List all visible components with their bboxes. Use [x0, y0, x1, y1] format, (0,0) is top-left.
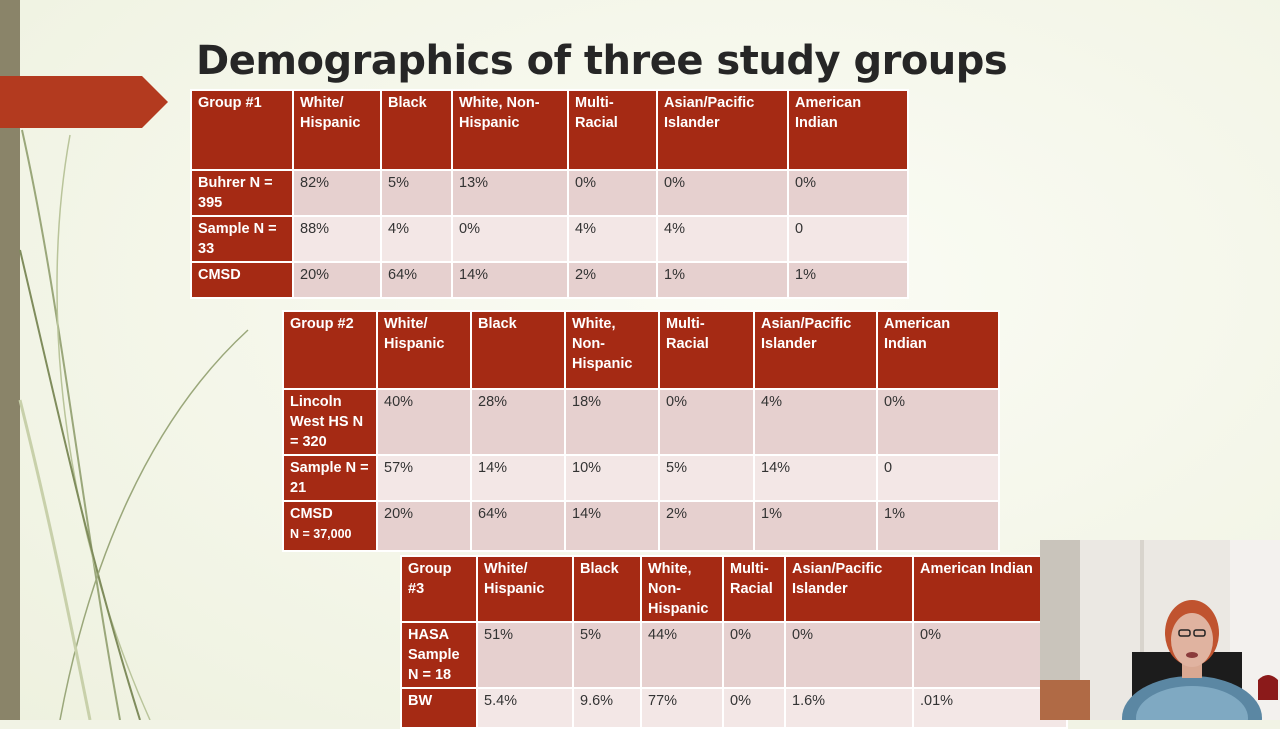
table-cell: 4% [656, 215, 789, 263]
table-cell: 64% [380, 261, 453, 299]
header-cell: Group #3 [400, 555, 478, 623]
row-label: HASA Sample N = 18 [400, 621, 478, 689]
table-cell: 57% [376, 454, 472, 502]
table-header-row: Group #2 White/ Hispanic Black White, No… [282, 310, 1000, 390]
table-cell: 14% [451, 261, 569, 299]
table-cell: 10% [564, 454, 660, 502]
table-row: Buhrer N = 395 82% 5% 13% 0% 0% 0% [190, 169, 909, 217]
header-cell: Black [380, 89, 453, 171]
table-cell: 13% [451, 169, 569, 217]
row-label: Buhrer N = 395 [190, 169, 294, 217]
table-cell: 20% [376, 500, 472, 552]
table-cell: 18% [564, 388, 660, 456]
table-cell: 0% [656, 169, 789, 217]
header-cell: White/ Hispanic [476, 555, 574, 623]
table-cell: 64% [470, 500, 566, 552]
table-group-2: Group #2 White/ Hispanic Black White, No… [282, 310, 1000, 552]
table-cell: 5% [380, 169, 453, 217]
header-cell: Asian/Pacific Islander [784, 555, 914, 623]
table-cell: 14% [564, 500, 660, 552]
header-cell: White, Non-Hispanic [451, 89, 569, 171]
table-row: HASA Sample N = 18 51% 5% 44% 0% 0% 0% [400, 621, 1068, 689]
table-cell: 0% [658, 388, 755, 456]
title-arrow-shape [0, 76, 168, 128]
table-cell: 51% [476, 621, 574, 689]
table-cell: 4% [567, 215, 658, 263]
table-header-row: Group #3 White/ Hispanic Black White, No… [400, 555, 1068, 623]
table-cell: 0% [787, 169, 909, 217]
header-cell: White/ Hispanic [376, 310, 472, 390]
table-row: Lincoln West HS N = 320 40% 28% 18% 0% 4… [282, 388, 1000, 456]
table-cell: 2% [658, 500, 755, 552]
row-label-sub: N = 37,000 [290, 527, 352, 541]
table-row: Sample N = 21 57% 14% 10% 5% 14% 0 [282, 454, 1000, 502]
header-cell: Multi-Racial [722, 555, 786, 623]
table-cell: 77% [640, 687, 724, 729]
table-cell: 1% [787, 261, 909, 299]
row-label: Sample N = 33 [190, 215, 294, 263]
table-cell: 0 [787, 215, 909, 263]
table-group-3: Group #3 White/ Hispanic Black White, No… [400, 555, 1068, 729]
table-row: CMSD N = 37,000 20% 64% 14% 2% 1% 1% [282, 500, 1000, 552]
row-label: Sample N = 21 [282, 454, 378, 502]
row-label: BW [400, 687, 478, 729]
table-cell: 1% [753, 500, 878, 552]
table-cell: 4% [753, 388, 878, 456]
table-cell: 5.4% [476, 687, 574, 729]
row-label-text: CMSD [290, 506, 333, 522]
header-cell: Black [572, 555, 642, 623]
row-label: CMSD N = 37,000 [282, 500, 378, 552]
table-cell: 0% [451, 215, 569, 263]
row-label: Lincoln West HS N = 320 [282, 388, 378, 456]
header-cell: White, Non-Hispanic [640, 555, 724, 623]
slide-title: Demographics of three study groups [196, 38, 1008, 84]
table-group-1: Group #1 White/ Hispanic Black White, No… [190, 89, 909, 299]
header-cell: Group #2 [282, 310, 378, 390]
table-cell: 0 [876, 454, 1000, 502]
table-cell: 9.6% [572, 687, 642, 729]
table-cell: 5% [658, 454, 755, 502]
header-cell: Multi-Racial [567, 89, 658, 171]
table-row: CMSD 20% 64% 14% 2% 1% 1% [190, 261, 909, 299]
table-cell: 28% [470, 388, 566, 456]
table-cell: 20% [292, 261, 382, 299]
table-cell: 44% [640, 621, 724, 689]
presenter-video-icon [1040, 540, 1280, 720]
header-cell: Asian/Pacific Islander [753, 310, 878, 390]
decorative-curves [18, 129, 249, 720]
table-cell: 1.6% [784, 687, 914, 729]
header-cell: Asian/Pacific Islander [656, 89, 789, 171]
table-row: BW 5.4% 9.6% 77% 0% 1.6% .01% [400, 687, 1068, 729]
header-cell: White/ Hispanic [292, 89, 382, 171]
table-cell: 88% [292, 215, 382, 263]
header-cell: Black [470, 310, 566, 390]
slide-left-bar [0, 0, 20, 720]
table-cell: 0% [784, 621, 914, 689]
table-cell: 0% [567, 169, 658, 217]
table-cell: 2% [567, 261, 658, 299]
table-cell: 0% [722, 621, 786, 689]
table-header-row: Group #1 White/ Hispanic Black White, No… [190, 89, 909, 171]
table-cell: 14% [470, 454, 566, 502]
header-cell: American Indian [787, 89, 909, 171]
header-cell: Group #1 [190, 89, 294, 171]
header-cell: Multi-Racial [658, 310, 755, 390]
header-cell: American Indian [876, 310, 1000, 390]
table-cell: 4% [380, 215, 453, 263]
table-cell: 1% [656, 261, 789, 299]
table-cell: 5% [572, 621, 642, 689]
table-cell: 40% [376, 388, 472, 456]
header-cell: White, Non-Hispanic [564, 310, 660, 390]
table-cell: 0% [722, 687, 786, 729]
table-cell: 1% [876, 500, 1000, 552]
presenter-webcam [1040, 540, 1280, 720]
table-cell: 82% [292, 169, 382, 217]
row-label: CMSD [190, 261, 294, 299]
table-cell: 14% [753, 454, 878, 502]
table-row: Sample N = 33 88% 4% 0% 4% 4% 0 [190, 215, 909, 263]
table-cell: 0% [876, 388, 1000, 456]
